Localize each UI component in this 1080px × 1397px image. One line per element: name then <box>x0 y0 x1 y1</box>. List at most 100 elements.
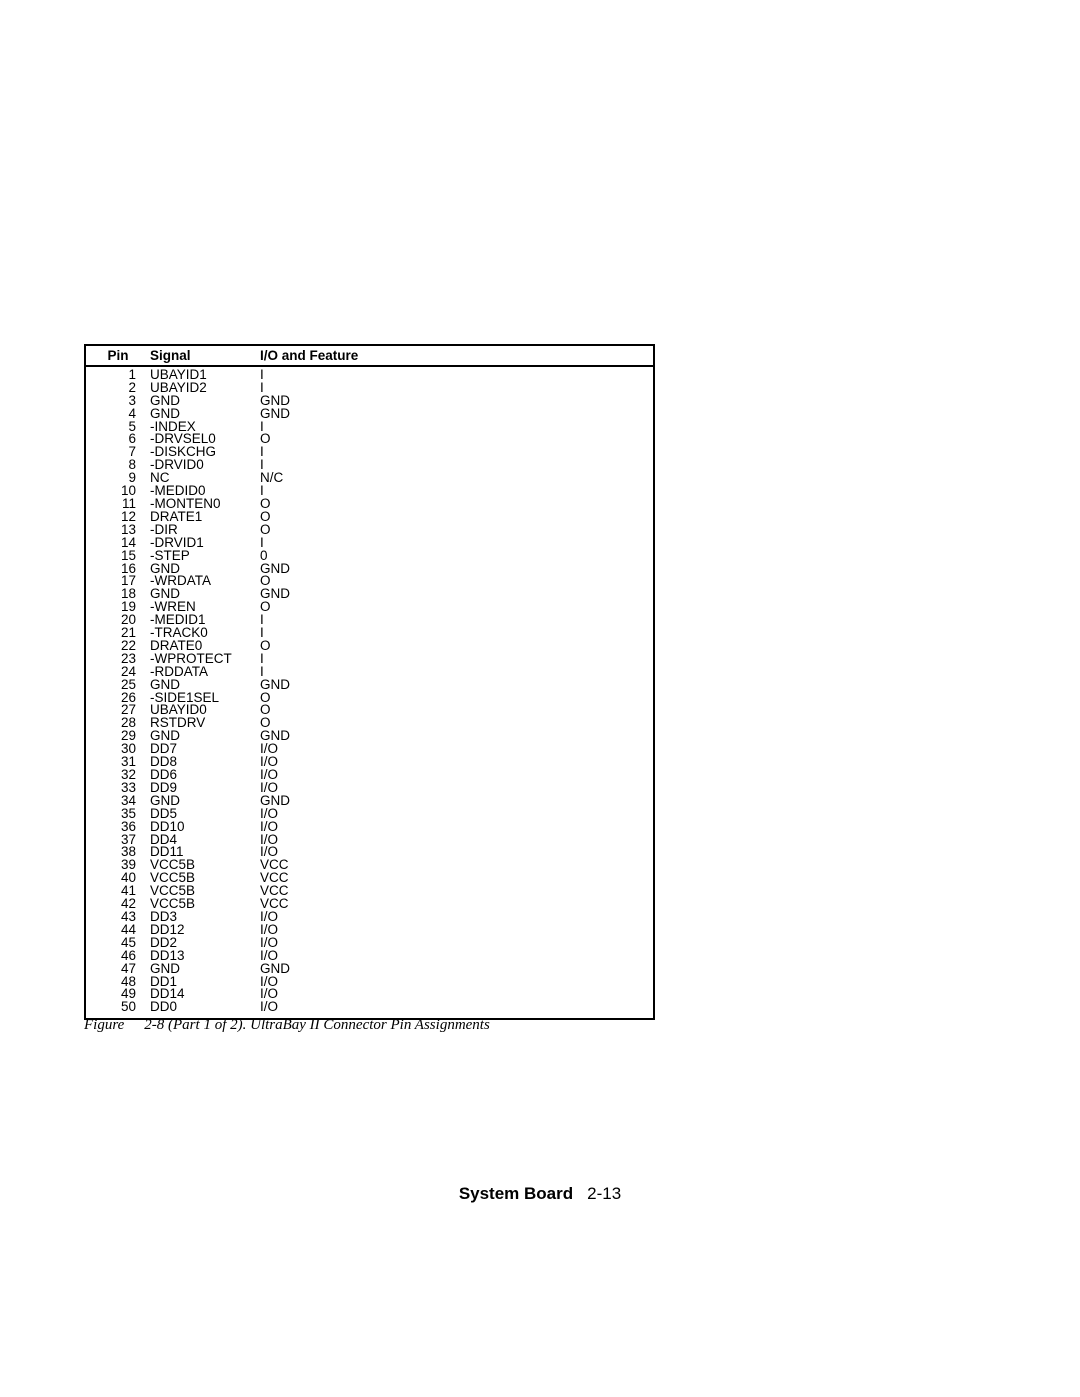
cell-io: I/O <box>260 769 653 782</box>
caption-label: Figure <box>84 1017 124 1033</box>
cell-pin: 38 <box>86 846 150 859</box>
cell-io: VCC <box>260 859 653 872</box>
cell-pin: 23 <box>86 653 150 666</box>
cell-pin: 33 <box>86 782 150 795</box>
cell-io: GND <box>260 588 653 601</box>
cell-io: I/O <box>260 911 653 924</box>
cell-pin: 11 <box>86 498 150 511</box>
footer-title: System Board <box>459 1184 573 1203</box>
cell-pin: 6 <box>86 433 150 446</box>
cell-pin: 40 <box>86 872 150 885</box>
cell-io: I <box>260 446 653 459</box>
cell-pin: 10 <box>86 485 150 498</box>
cell-pin: 25 <box>86 679 150 692</box>
cell-io: I/O <box>260 937 653 950</box>
cell-io: I/O <box>260 988 653 1001</box>
cell-pin: 49 <box>86 988 150 1001</box>
cell-pin: 35 <box>86 808 150 821</box>
cell-pin: 15 <box>86 550 150 563</box>
cell-io: I/O <box>260 924 653 937</box>
pin-table: Pin Signal I/O and Feature 1UBAYID1I2UBA… <box>86 346 653 1018</box>
cell-io: I/O <box>260 1001 653 1018</box>
cell-io: I/O <box>260 834 653 847</box>
cell-io: I/O <box>260 743 653 756</box>
table-row: 50DD0I/O <box>86 1001 653 1018</box>
cell-pin: 7 <box>86 446 150 459</box>
cell-pin: 17 <box>86 575 150 588</box>
header-signal: Signal <box>150 346 260 366</box>
cell-io: I <box>260 537 653 550</box>
cell-pin: 43 <box>86 911 150 924</box>
cell-pin: 18 <box>86 588 150 601</box>
cell-pin: 12 <box>86 511 150 524</box>
cell-io: I <box>260 653 653 666</box>
cell-io: GND <box>260 679 653 692</box>
cell-io: I <box>260 459 653 472</box>
cell-pin: 26 <box>86 692 150 705</box>
cell-signal: DD0 <box>150 1001 260 1018</box>
cell-io: I <box>260 382 653 395</box>
cell-io: I/O <box>260 782 653 795</box>
cell-pin: 8 <box>86 459 150 472</box>
cell-io: O <box>260 692 653 705</box>
cell-io: I <box>260 366 653 382</box>
cell-pin: 1 <box>86 366 150 382</box>
cell-pin: 44 <box>86 924 150 937</box>
cell-io: GND <box>260 563 653 576</box>
cell-pin: 32 <box>86 769 150 782</box>
cell-pin: 21 <box>86 627 150 640</box>
cell-io: I/O <box>260 756 653 769</box>
table-body: 1UBAYID1I2UBAYID2I3GNDGND4GNDGND5-INDEXI… <box>86 366 653 1018</box>
cell-pin: 39 <box>86 859 150 872</box>
cell-pin: 37 <box>86 834 150 847</box>
cell-io: VCC <box>260 872 653 885</box>
cell-pin: 29 <box>86 730 150 743</box>
cell-pin: 13 <box>86 524 150 537</box>
cell-pin: 46 <box>86 950 150 963</box>
cell-pin: 3 <box>86 395 150 408</box>
cell-pin: 24 <box>86 666 150 679</box>
cell-pin: 5 <box>86 421 150 434</box>
cell-io: I/O <box>260 846 653 859</box>
cell-pin: 31 <box>86 756 150 769</box>
cell-pin: 2 <box>86 382 150 395</box>
cell-pin: 27 <box>86 704 150 717</box>
cell-pin: 28 <box>86 717 150 730</box>
cell-io: GND <box>260 408 653 421</box>
header-pin: Pin <box>86 346 150 366</box>
figure-caption: Figure2-8 (Part 1 of 2). UltraBay II Con… <box>84 1017 490 1034</box>
cell-io: O <box>260 717 653 730</box>
cell-io: O <box>260 704 653 717</box>
cell-io: I <box>260 614 653 627</box>
footer-page-number: 2-13 <box>587 1184 621 1203</box>
cell-io: I <box>260 485 653 498</box>
cell-pin: 47 <box>86 963 150 976</box>
header-io: I/O and Feature <box>260 346 653 366</box>
page-footer: System Board 2-13 <box>0 1184 1080 1204</box>
table-row: 8-DRVID0I <box>86 459 653 472</box>
cell-io: O <box>260 433 653 446</box>
cell-io: O <box>260 511 653 524</box>
cell-io: GND <box>260 795 653 808</box>
cell-pin: 16 <box>86 563 150 576</box>
cell-io: GND <box>260 963 653 976</box>
cell-io: GND <box>260 730 653 743</box>
cell-pin: 9 <box>86 472 150 485</box>
cell-io: I <box>260 627 653 640</box>
cell-pin: 45 <box>86 937 150 950</box>
cell-pin: 50 <box>86 1001 150 1018</box>
cell-pin: 14 <box>86 537 150 550</box>
cell-io: O <box>260 575 653 588</box>
caption-text: UltraBay II Connector Pin Assignments <box>250 1017 490 1033</box>
cell-pin: 20 <box>86 614 150 627</box>
cell-io: O <box>260 601 653 614</box>
cell-pin: 30 <box>86 743 150 756</box>
cell-io: N/C <box>260 472 653 485</box>
cell-io: GND <box>260 395 653 408</box>
cell-pin: 41 <box>86 885 150 898</box>
page: Pin Signal I/O and Feature 1UBAYID1I2UBA… <box>0 0 1080 1397</box>
cell-io: VCC <box>260 885 653 898</box>
cell-pin: 19 <box>86 601 150 614</box>
cell-pin: 42 <box>86 898 150 911</box>
cell-io: I/O <box>260 950 653 963</box>
